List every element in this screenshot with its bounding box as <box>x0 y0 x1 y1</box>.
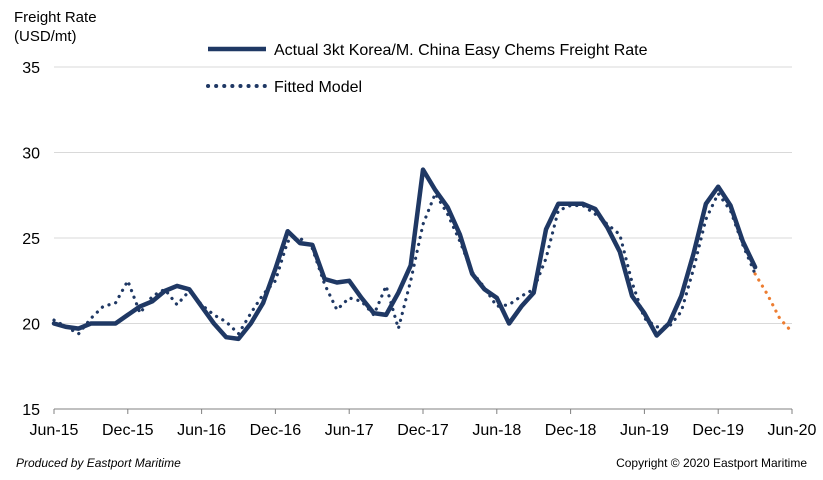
x-tick-label: Jun-17 <box>325 422 374 439</box>
x-tick-label: Jun-15 <box>30 422 79 439</box>
y-tick-label: 25 <box>22 231 40 248</box>
x-tick-label: Jun-18 <box>472 422 521 439</box>
gridlines <box>54 66 792 410</box>
x-tick-label: Dec-16 <box>250 422 302 439</box>
y-tick-label: 35 <box>22 60 40 77</box>
series-fitted-line <box>52 191 757 336</box>
x-axis-ticks: Jun-15 Dec-15 Jun-16 Dec-16 Jun-17 Dec-17 Jun-… <box>30 409 817 439</box>
x-tick-label: Jun-19 <box>620 422 669 439</box>
legend-label-fitted: Fitted Model <box>274 79 362 96</box>
legend: Actual 3kt Korea/M. China Easy Chems Fre… <box>206 42 648 96</box>
x-tick-label: Jun-20 <box>768 422 817 439</box>
y-tick-label: 20 <box>22 317 40 334</box>
copyright-notice: Copyright © 2020 Eastport Maritime <box>616 456 807 470</box>
x-tick-label: Dec-17 <box>397 422 449 439</box>
x-tick-label: Dec-19 <box>692 422 744 439</box>
y-tick-label: 15 <box>22 402 40 419</box>
y-axis-title-line-1: Freight Rate <box>14 9 97 26</box>
y-axis-title-line-2: (USD/mt) <box>14 28 77 45</box>
x-tick-label: Dec-18 <box>545 422 597 439</box>
y-axis-title: Freight Rate (USD/mt) <box>14 8 97 46</box>
x-tick-label: Dec-15 <box>102 422 154 439</box>
series-lines <box>51 167 794 342</box>
series-actual-line <box>51 167 758 342</box>
y-tick-label: 30 <box>22 146 40 163</box>
legend-label-actual: Actual 3kt Korea/M. China Easy Chems Fre… <box>274 42 648 59</box>
produced-by-credit: Produced by Eastport Maritime <box>16 456 181 470</box>
x-tick-label: Jun-16 <box>177 422 226 439</box>
y-axis-ticks: 15 20 25 30 35 <box>22 60 40 419</box>
